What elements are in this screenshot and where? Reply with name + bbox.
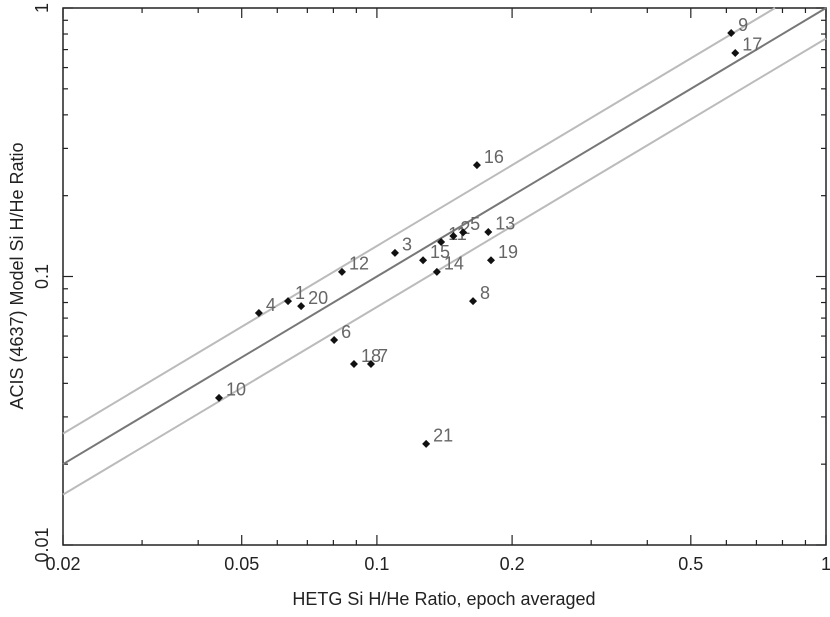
point-label: 16 xyxy=(484,147,504,167)
point-label: 21 xyxy=(433,426,453,446)
data-point xyxy=(487,256,496,265)
data-point xyxy=(437,238,446,247)
data-point xyxy=(731,48,740,57)
x-axis-label: HETG Si H/He Ratio, epoch averaged xyxy=(292,589,595,609)
data-point xyxy=(254,309,263,318)
reference-line xyxy=(62,7,827,466)
data-point xyxy=(337,267,346,276)
data-point xyxy=(330,336,339,345)
x-tick-label: 1 xyxy=(821,554,830,574)
point-label: 2 xyxy=(460,218,470,238)
point-label: 9 xyxy=(738,15,748,35)
data-point xyxy=(469,297,478,306)
data-point xyxy=(390,248,399,257)
point-label: 15 xyxy=(430,242,450,262)
data-point xyxy=(349,360,358,369)
point-label: 10 xyxy=(226,380,246,400)
point-label: 7 xyxy=(378,346,388,366)
point-label: 13 xyxy=(495,214,515,234)
reference-line xyxy=(62,37,827,496)
data-point xyxy=(459,228,468,237)
point-label: 18 xyxy=(361,346,381,366)
point-label: 1 xyxy=(295,283,305,303)
x-tick-label: 0.2 xyxy=(500,554,525,574)
point-label: 3 xyxy=(402,235,412,255)
point-label: 4 xyxy=(266,295,276,315)
plot-frame xyxy=(62,7,827,546)
data-point xyxy=(484,227,493,236)
point-label: 20 xyxy=(308,288,328,308)
point-label: 6 xyxy=(341,322,351,342)
y-tick-label: 0.1 xyxy=(32,264,52,289)
data-point xyxy=(284,297,293,306)
data-point xyxy=(214,393,223,402)
data-point xyxy=(297,302,306,311)
point-label: 19 xyxy=(498,242,518,262)
y-tick-label: 1 xyxy=(32,3,52,13)
point-label: 5 xyxy=(470,214,480,234)
data-point xyxy=(449,232,458,241)
x-tick-label: 0.05 xyxy=(224,554,259,574)
data-point xyxy=(419,256,428,265)
y-tick-label: 0.01 xyxy=(32,527,52,562)
y-axis-label: ACIS (4637) Model Si H/He Ratio xyxy=(7,142,27,409)
data-point xyxy=(727,29,736,38)
point-label: 8 xyxy=(480,283,490,303)
x-tick-label: 0.02 xyxy=(45,554,80,574)
data-point xyxy=(432,267,441,276)
x-tick-label: 0.5 xyxy=(678,554,703,574)
reference-line xyxy=(62,7,776,435)
point-label: 17 xyxy=(742,35,762,55)
x-tick-label: 0.1 xyxy=(364,554,389,574)
data-point xyxy=(422,439,431,448)
point-label: 12 xyxy=(349,254,369,274)
data-point xyxy=(472,161,481,170)
data-point xyxy=(366,360,375,369)
point-label: 14 xyxy=(444,254,464,274)
